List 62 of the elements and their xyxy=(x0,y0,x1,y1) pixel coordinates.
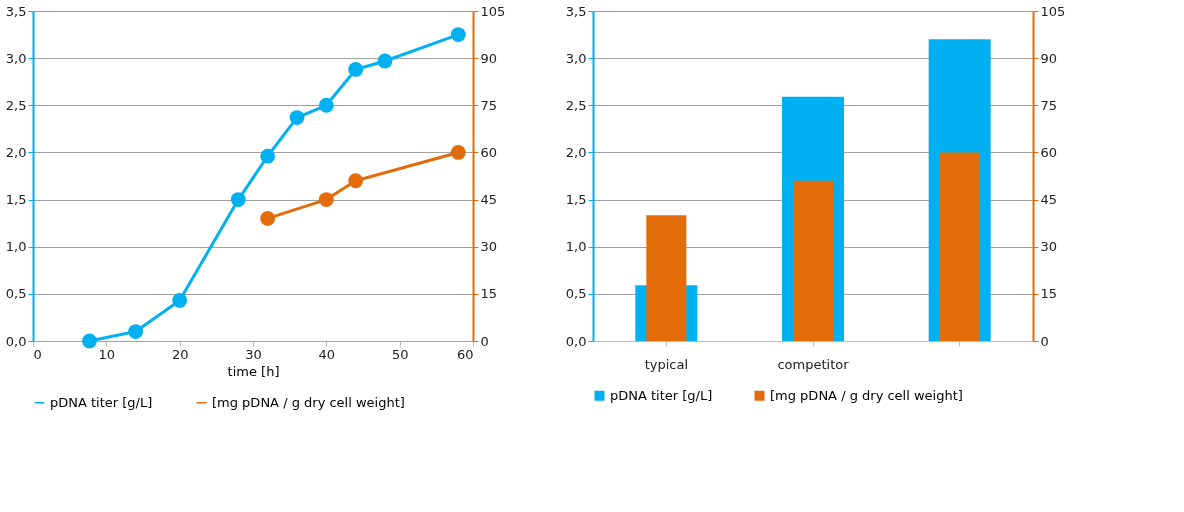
point xyxy=(230,192,246,207)
point xyxy=(450,145,466,160)
y2-tick-label: 60 xyxy=(1040,144,1058,160)
y-tick-label: 3,0 xyxy=(565,50,587,66)
x-tick-label: competitor xyxy=(777,356,850,372)
legend-label: pDNA titer [g/L] xyxy=(610,387,713,403)
x-tick-label: typical xyxy=(644,356,689,372)
y-tick-label: 1,0 xyxy=(565,239,587,255)
y2-tick-label: 45 xyxy=(480,192,498,208)
point xyxy=(172,293,188,308)
y2-tick-label: 75 xyxy=(480,97,498,113)
x-tick-label: 20 xyxy=(171,346,189,362)
y-tick-label: 1,5 xyxy=(5,192,27,208)
y-tick-label: 2,5 xyxy=(565,97,587,113)
legend-label: pDNA titer [g/L] xyxy=(50,394,153,410)
y-tick-label: 0,5 xyxy=(5,286,27,302)
x-tick-label: 60 xyxy=(456,346,474,362)
y2-tick-label: 0 xyxy=(1040,333,1049,349)
point xyxy=(348,62,364,77)
x-tick-label: 30 xyxy=(245,346,262,362)
y-tick-label: 3,5 xyxy=(565,3,587,19)
y2-tick-label: 30 xyxy=(1040,239,1058,255)
point xyxy=(128,324,144,339)
point xyxy=(260,211,276,226)
x-axis-title: time [h] xyxy=(227,363,280,379)
point xyxy=(289,110,305,125)
y-tick-label: 0,0 xyxy=(5,333,27,349)
y-tick-label: 2,0 xyxy=(565,144,587,160)
y2-tick-label: 75 xyxy=(1040,97,1058,113)
y-tick-label: 3,0 xyxy=(5,50,27,66)
y2-tick-label: 60 xyxy=(480,144,498,160)
y2-tick-label: 15 xyxy=(480,286,498,302)
y2-tick-label: 105 xyxy=(1040,3,1066,19)
point xyxy=(348,173,364,189)
y-tick-label: 0,5 xyxy=(565,286,587,302)
y-tick-label: 2,0 xyxy=(5,144,27,160)
y2-tick-label: 90 xyxy=(480,50,498,66)
point xyxy=(318,192,334,207)
point xyxy=(82,333,97,349)
y2-tick-label: 0 xyxy=(480,333,489,349)
x-tick-label: 40 xyxy=(318,346,336,362)
y2-tick-label: 105 xyxy=(480,3,506,19)
bar xyxy=(793,180,833,341)
legend-label: [mg pDNA / g dry cell weight] xyxy=(212,394,405,410)
point xyxy=(260,148,276,164)
x-tick-label: 0 xyxy=(33,346,42,362)
y-tick-label: 1,5 xyxy=(565,192,587,208)
y2-tick-label: 90 xyxy=(1040,50,1058,66)
y-tick-label: 1,0 xyxy=(5,239,27,255)
point xyxy=(318,97,334,113)
x-tick-label: 50 xyxy=(391,346,409,362)
x-tick-label: 10 xyxy=(98,346,116,362)
y-tick-label: 0,0 xyxy=(565,333,587,349)
y-tick-label: 2,5 xyxy=(5,97,27,113)
point xyxy=(377,53,393,69)
point xyxy=(450,27,466,42)
y2-tick-label: 45 xyxy=(1040,192,1058,208)
legend-label: [mg pDNA / g dry cell weight] xyxy=(770,387,963,403)
bar xyxy=(939,152,980,341)
y2-tick-label: 30 xyxy=(480,239,498,255)
y2-tick-label: 15 xyxy=(1040,286,1058,302)
y-tick-label: 3,5 xyxy=(5,3,27,19)
